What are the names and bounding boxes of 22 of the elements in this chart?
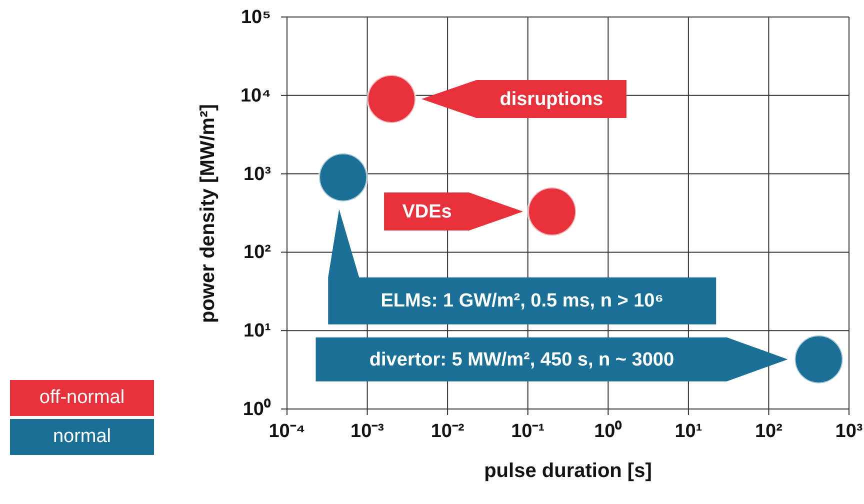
- y-axis-title: power density [MW/m²]: [197, 104, 220, 323]
- x-tick-label: 10³: [835, 421, 863, 442]
- x-tick-label: 10⁻²: [430, 421, 464, 442]
- y-tick-label: 10⁰: [242, 398, 271, 420]
- y-tick-label: 10⁵: [240, 7, 271, 28]
- x-tick-label: 10⁻⁴: [268, 421, 306, 442]
- x-tick-label: 10⁻¹: [511, 421, 545, 442]
- annotation: VDEs: [402, 202, 452, 223]
- text: off-normal: [10, 380, 154, 416]
- x-axis-title: pulse duration [s]: [484, 460, 652, 482]
- y-tick-label: 10³: [244, 164, 271, 185]
- annotation: disruptions: [500, 88, 604, 110]
- x-tick-label: 10²: [754, 421, 782, 442]
- x-tick-label: 10⁰: [594, 420, 622, 442]
- x-tick-label: 10¹: [674, 421, 702, 442]
- y-tick-label: 10⁴: [240, 85, 271, 106]
- y-tick-label: 10²: [244, 242, 271, 264]
- annotation: ELMs: 1 GW/m², 0.5 ms, n > 10⁶: [380, 290, 664, 312]
- text: normal: [10, 419, 154, 455]
- annotation: divertor: 5 MW/m², 450 s, n ~ 3000: [369, 349, 674, 370]
- x-tick-label: 10⁻³: [350, 421, 384, 442]
- y-tick-label: 10¹: [244, 320, 271, 342]
